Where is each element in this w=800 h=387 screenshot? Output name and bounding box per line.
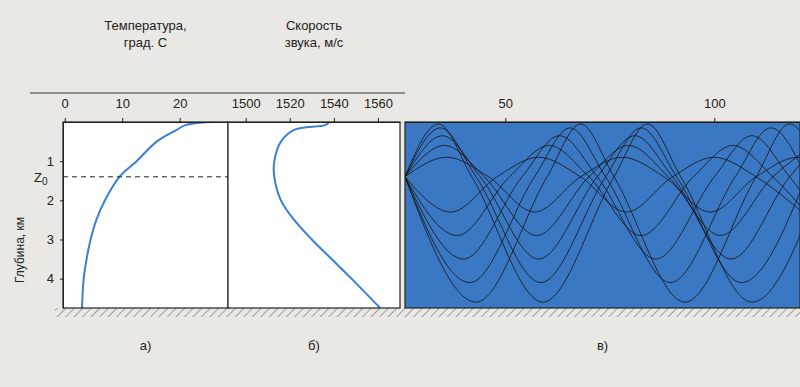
panel: 50 100 в): [405, 96, 800, 353]
ray: [405, 128, 800, 283]
tick-mark: [60, 200, 63, 201]
tick-label: 10: [115, 96, 129, 111]
plot-frame: [63, 122, 228, 308]
axis-line: [63, 123, 64, 309]
figure: 0 10 20 1 2 3 4 Температура, град. С Глубина, км а…: [0, 0, 800, 387]
y-axis: 1 2 3 4: [47, 123, 64, 309]
tick-mark: [714, 118, 715, 122]
panel-caption: в): [597, 338, 608, 353]
ray: [405, 124, 800, 302]
tick-mark: [122, 118, 123, 122]
tick-mark: [60, 239, 63, 240]
axis-title: Глубина, км: [13, 217, 27, 283]
tick-label: 50: [499, 96, 513, 111]
tick-label: 0: [62, 96, 69, 111]
plot-background: [63, 122, 228, 308]
tick-label: 2: [47, 193, 54, 208]
tick: 1: [47, 154, 63, 169]
tick-mark: [290, 118, 291, 122]
tick: 50: [499, 96, 513, 122]
lines: [274, 122, 380, 308]
tick-label: 1540: [320, 96, 349, 111]
annotation-text: Z: [34, 170, 42, 185]
tick-label: 100: [704, 96, 726, 111]
axis-line: [64, 122, 229, 123]
x-axis: 0 10 20: [62, 96, 229, 123]
tick-mark: [65, 118, 66, 122]
profile-line: [82, 122, 211, 308]
tick-label: 4: [47, 271, 54, 286]
panel: 0 10 20 1 2 3 4 Температура, град. С Глубина, км а…: [13, 18, 229, 353]
tick: 0: [62, 96, 69, 122]
tick: 4: [47, 271, 63, 286]
tick: 1540: [320, 96, 349, 122]
ray: [405, 145, 800, 235]
tick-label: 1: [47, 154, 54, 169]
chart-svg: 0 10 20 1 2 3 4 Температура, град. С Глубина, км а…: [0, 0, 800, 387]
seabed: [55, 308, 800, 317]
profile-line: [274, 122, 380, 308]
tick: 100: [704, 96, 726, 122]
axis-line: [229, 122, 401, 123]
tick-mark: [334, 118, 335, 122]
tick-label: 20: [173, 96, 187, 111]
plot-frame: [228, 122, 400, 308]
x-axis: 1500 1520 1540 1560: [229, 96, 401, 123]
tick-mark: [246, 118, 247, 122]
tick-label: 1500: [232, 96, 261, 111]
tick-label: 1560: [364, 96, 393, 111]
panel-caption: а): [140, 338, 152, 353]
axis-title: град. С: [124, 35, 167, 50]
tick: 2: [47, 193, 63, 208]
axis-title: Скорость: [286, 18, 342, 33]
lines: [82, 122, 211, 308]
tick: 20: [173, 96, 187, 122]
tick-mark: [180, 118, 181, 122]
panel-caption: б): [308, 338, 320, 353]
plot-background: [228, 122, 400, 308]
ray: [405, 124, 800, 302]
plot-frame: [405, 122, 800, 308]
ray: [405, 145, 800, 235]
tick: 10: [115, 96, 129, 122]
header-rule: [30, 93, 405, 94]
axis-title: звука, м/с: [285, 35, 344, 50]
tick-mark: [60, 279, 63, 280]
tick-mark: [378, 118, 379, 122]
axis-line: [406, 122, 800, 123]
tick: 1520: [276, 96, 305, 122]
tick: 1560: [364, 96, 393, 122]
tick: 1500: [232, 96, 261, 122]
plot-background: [405, 122, 800, 308]
x-axis: 50 100: [406, 96, 800, 123]
ray: [405, 128, 800, 283]
axis-title: Температура,: [104, 18, 186, 33]
annotation-subscript: 0: [42, 176, 48, 187]
tick-label: 1520: [276, 96, 305, 111]
lines: [405, 124, 800, 302]
panel: 1500 1520 1540 1560 Скорость звука, м/с б): [228, 18, 401, 353]
tick-mark: [60, 161, 63, 162]
annotation: Z0: [34, 170, 48, 187]
tick: 3: [47, 232, 63, 247]
tick-label: 3: [47, 232, 54, 247]
tick-mark: [505, 118, 506, 122]
